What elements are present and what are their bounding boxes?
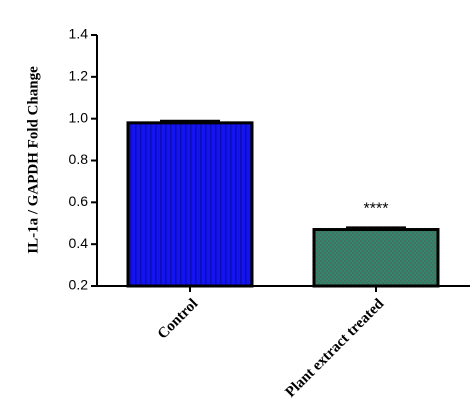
error-bar: [160, 119, 220, 123]
y-tick-label: 0.4: [69, 235, 89, 251]
x-tick-label: Plant extract treated: [282, 295, 387, 400]
y-tick-label: 0.8: [69, 151, 89, 167]
y-tick-label: 0.2: [69, 277, 89, 293]
y-tick-label: 0.6: [69, 193, 89, 209]
y-tick-label: 1.2: [69, 68, 89, 84]
y-tick-label: 1.4: [69, 26, 89, 42]
x-tick-label: Control: [155, 296, 201, 342]
bar-texture: [129, 124, 251, 285]
y-tick-label: 1.0: [69, 109, 89, 125]
y-axis-label: IL-1a / GAPDH Fold Change: [25, 66, 41, 254]
error-bar: [346, 226, 406, 230]
significance-label: ****: [364, 201, 389, 218]
bar-texture: [315, 231, 437, 285]
